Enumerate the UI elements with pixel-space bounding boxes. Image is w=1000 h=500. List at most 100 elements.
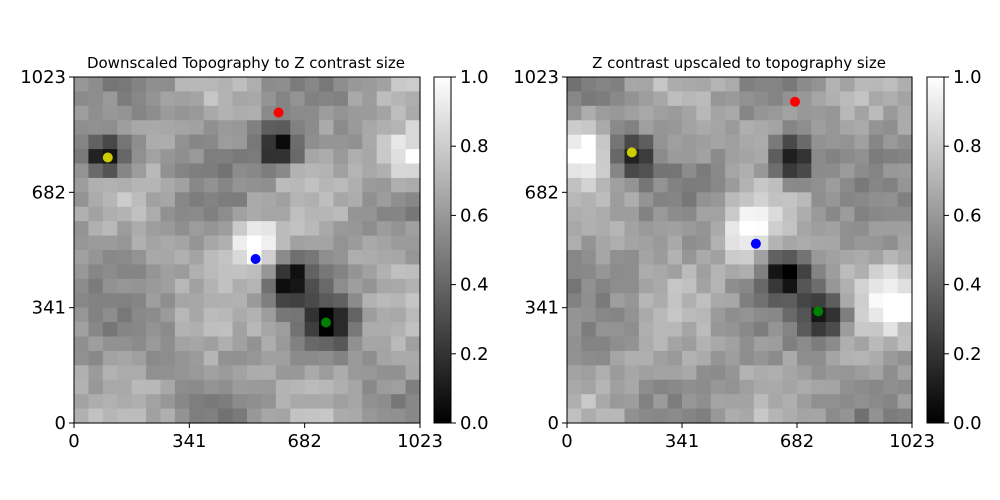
heatmap-cell: [304, 365, 320, 381]
heatmap-cell: [131, 250, 147, 266]
heatmap-cell: [581, 149, 597, 165]
heatmap-cell: [74, 250, 90, 266]
heatmap-cell: [362, 408, 378, 424]
heatmap-cell: [88, 149, 104, 165]
heatmap-cell: [782, 408, 798, 424]
heatmap-cell: [362, 163, 378, 179]
heatmap-cell: [376, 192, 392, 208]
heatmap-cell: [88, 134, 104, 150]
heatmap-cell: [290, 206, 306, 222]
heatmap-cell: [405, 336, 421, 352]
heatmap-cell: [203, 206, 219, 222]
heatmap-cell: [638, 149, 654, 165]
heatmap-cell: [667, 394, 683, 410]
heatmap-cell: [854, 192, 870, 208]
heatmap-cell: [710, 322, 726, 338]
heatmap-cell: [682, 250, 697, 266]
heatmap-cell: [347, 105, 363, 121]
heatmap-cell: [261, 336, 277, 352]
heatmap-cell: [610, 149, 626, 165]
heatmap-cell: [333, 235, 349, 251]
heatmap-cell: [811, 365, 827, 381]
heatmap-cell: [811, 264, 827, 280]
heatmap-cell: [203, 250, 219, 266]
heatmap-cell: [725, 192, 741, 208]
heatmap-cell: [218, 192, 234, 208]
heatmap-cell: [753, 293, 769, 309]
heatmap-cell: [88, 336, 104, 352]
heatmap-cell: [897, 192, 913, 208]
heatmap-cell: [146, 408, 162, 424]
heatmap-cell: [811, 120, 827, 136]
heatmap-cell: [232, 365, 248, 381]
heatmap-cell: [174, 221, 190, 237]
heatmap-cell: [174, 379, 190, 395]
heatmap-cell: [74, 350, 90, 366]
heatmap-cell: [333, 264, 349, 280]
heatmap-cell: [102, 120, 118, 136]
heatmap-cell: [840, 250, 856, 266]
heatmap-cell: [868, 105, 884, 121]
heatmap-cell: [567, 278, 582, 294]
heatmap-cell: [854, 149, 870, 165]
heatmap-cell: [840, 307, 856, 323]
heatmap-cell: [868, 394, 884, 410]
heatmap-cell: [653, 307, 669, 323]
heatmap-cell: [868, 235, 884, 251]
heatmap-cell: [725, 365, 741, 381]
heatmap-cell: [376, 408, 392, 424]
heatmap-cell: [102, 350, 118, 366]
heatmap-cell: [595, 149, 611, 165]
heatmap-cell: [868, 163, 884, 179]
heatmap-cell: [131, 293, 147, 309]
heatmap-cell: [261, 350, 277, 366]
heatmap-cell: [74, 120, 90, 136]
heatmap-cell: [376, 235, 392, 251]
heatmap-cell: [854, 293, 870, 309]
colorbar-tick-label: 0.6: [460, 205, 489, 226]
heatmap-cell: [290, 408, 306, 424]
heatmap-cell: [88, 91, 104, 107]
heatmap-cell: [854, 120, 870, 136]
heatmap-cell: [146, 250, 162, 266]
heatmap-cell: [739, 134, 755, 150]
heatmap-cell: [825, 177, 841, 193]
heatmap-cell: [624, 192, 640, 208]
heatmap-cell: [189, 177, 205, 193]
heatmap-cell: [653, 163, 669, 179]
heatmap-cell: [290, 177, 306, 193]
heatmap-cell: [275, 149, 291, 165]
heatmap-cell: [624, 379, 640, 395]
heatmap-cell: [232, 250, 248, 266]
heatmap-cell: [189, 365, 205, 381]
heatmap-cell: [391, 177, 407, 193]
heatmap-cell: [581, 177, 597, 193]
heatmap-cell: [218, 394, 234, 410]
heatmap-cell: [682, 177, 697, 193]
heatmap-cell: [624, 177, 640, 193]
heatmap-cell: [117, 77, 133, 93]
heatmap-cell: [595, 293, 611, 309]
heatmap-cell: [653, 408, 669, 424]
heatmap-cell: [160, 235, 176, 251]
heatmap-cell: [290, 105, 306, 121]
heatmap-cell: [883, 134, 899, 150]
heatmap-cell: [739, 336, 755, 352]
heatmap-cell: [189, 408, 205, 424]
heatmap-cell: [868, 120, 884, 136]
heatmap-cell: [131, 163, 147, 179]
heatmap-cell: [624, 105, 640, 121]
heatmap-cell: [797, 163, 812, 179]
heatmap-cell: [218, 134, 234, 150]
heatmap-cell: [304, 250, 320, 266]
heatmap-cell: [131, 105, 147, 121]
heatmap-cell: [174, 408, 190, 424]
marker-point: [813, 306, 824, 317]
heatmap-cell: [811, 206, 827, 222]
heatmap-cell: [667, 235, 683, 251]
heatmap-cell: [739, 264, 755, 280]
heatmap-cell: [203, 221, 219, 237]
heatmap-cell: [174, 336, 190, 352]
heatmap-cell: [117, 336, 133, 352]
heatmap-cell: [883, 278, 899, 294]
